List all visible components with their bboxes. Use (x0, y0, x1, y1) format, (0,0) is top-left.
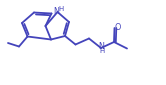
Text: N: N (54, 7, 59, 16)
Text: H: H (99, 48, 104, 54)
Text: H: H (58, 6, 63, 12)
Text: N: N (99, 42, 104, 51)
Text: O: O (114, 23, 121, 32)
